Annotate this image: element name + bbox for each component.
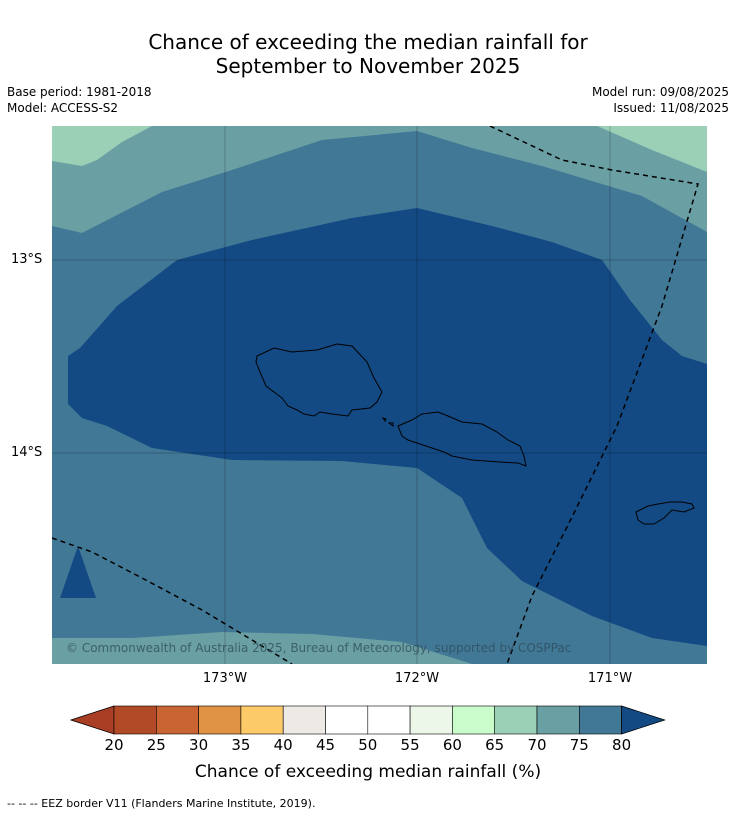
- map-svg: [52, 126, 707, 664]
- colorbar-tick-label: 65: [485, 736, 505, 754]
- band-80-plus: [68, 208, 707, 646]
- eez-legend-note: -- -- -- EEZ border V11 (Flanders Marine…: [7, 797, 316, 810]
- colorbar-tick-label: 40: [273, 736, 293, 754]
- island-savaii: [255, 343, 383, 417]
- colorbar-tick-label: 25: [146, 736, 166, 754]
- band-70-75-top: [52, 126, 707, 233]
- band-80-plus-small: [60, 546, 96, 598]
- colorbar-segment: [367, 705, 411, 735]
- meta-left: Base period: 1981-2018 Model: ACCESS-S2: [7, 84, 152, 116]
- colorbar-tick-label: 70: [527, 736, 547, 754]
- island-upolu: [397, 411, 527, 467]
- colorbar-svg: [69, 705, 666, 735]
- lon-label-173w: 173°W: [202, 671, 248, 686]
- colorbar-segment: [325, 705, 369, 735]
- meta-right: Model run: 09/08/2025 Issued: 11/08/2025: [592, 84, 729, 116]
- island-apolima: [387, 422, 394, 427]
- colorbar-segment: [113, 705, 157, 735]
- colorbar-ticks: 20 25 30 35 40 45 50 55 60 65 70 75 80: [0, 736, 736, 758]
- title-line-1: Chance of exceeding the median rainfall …: [148, 30, 588, 54]
- base-period: Base period: 1981-2018: [7, 85, 152, 99]
- colorbar-segment: [536, 705, 580, 735]
- colorbar-tick-label: 60: [442, 736, 462, 754]
- colorbar-label: Chance of exceeding median rainfall (%): [194, 762, 542, 782]
- colorbar: [69, 700, 670, 742]
- band-70-75-bottom: [52, 632, 472, 664]
- colorbar-segment: [409, 705, 453, 735]
- island-manono: [381, 417, 387, 422]
- colorbar-segment: [578, 705, 622, 735]
- colorbar-segment: [198, 705, 242, 735]
- map-title: Chance of exceeding the median rainfall …: [0, 30, 736, 78]
- band-65-70-top-left: [52, 126, 152, 166]
- title-line-2: September to November 2025: [215, 54, 521, 78]
- lat-label-14s: 14°S: [11, 445, 43, 460]
- islands: [255, 343, 695, 525]
- lon-label-171w: 171°W: [587, 671, 633, 686]
- colorbar-segment: [494, 705, 538, 735]
- colorbar-tick-label: 20: [104, 736, 124, 754]
- colorbar-tick-label: 30: [189, 736, 209, 754]
- colorbar-segment: [452, 705, 495, 735]
- colorbar-segment: [282, 705, 326, 735]
- island-tutuila: [635, 501, 695, 525]
- lat-label-13s: 13°S: [11, 252, 43, 267]
- colorbar-tick-label: 80: [612, 736, 632, 754]
- model-run: Model run: 09/08/2025: [591, 85, 729, 99]
- colorbar-segment: [156, 705, 199, 735]
- colorbar-extend-high: [621, 705, 666, 735]
- colorbar-extend-low: [69, 705, 115, 735]
- lon-label-172w: 172°W: [394, 671, 440, 686]
- eez-borders: [52, 126, 699, 664]
- colorbar-tick-label: 45: [315, 736, 336, 754]
- colorbar-tick-label: 50: [358, 736, 378, 754]
- model-name: Model: ACCESS-S2: [7, 101, 119, 115]
- colorbar-tick-label: 35: [231, 736, 251, 754]
- copyright-notice: © Commonwealth of Australia 2025, Bureau…: [66, 641, 572, 655]
- band-65-70-top-right: [597, 126, 707, 172]
- graticule: [52, 126, 707, 664]
- colorbar-segment: [240, 705, 284, 735]
- eez-border-east: [489, 126, 699, 664]
- colorbar-tick-label: 55: [400, 736, 420, 754]
- colorbar-tick-label: 75: [569, 736, 589, 754]
- map-panel: [52, 126, 707, 664]
- issued-date: Issued: 11/08/2025: [613, 101, 729, 115]
